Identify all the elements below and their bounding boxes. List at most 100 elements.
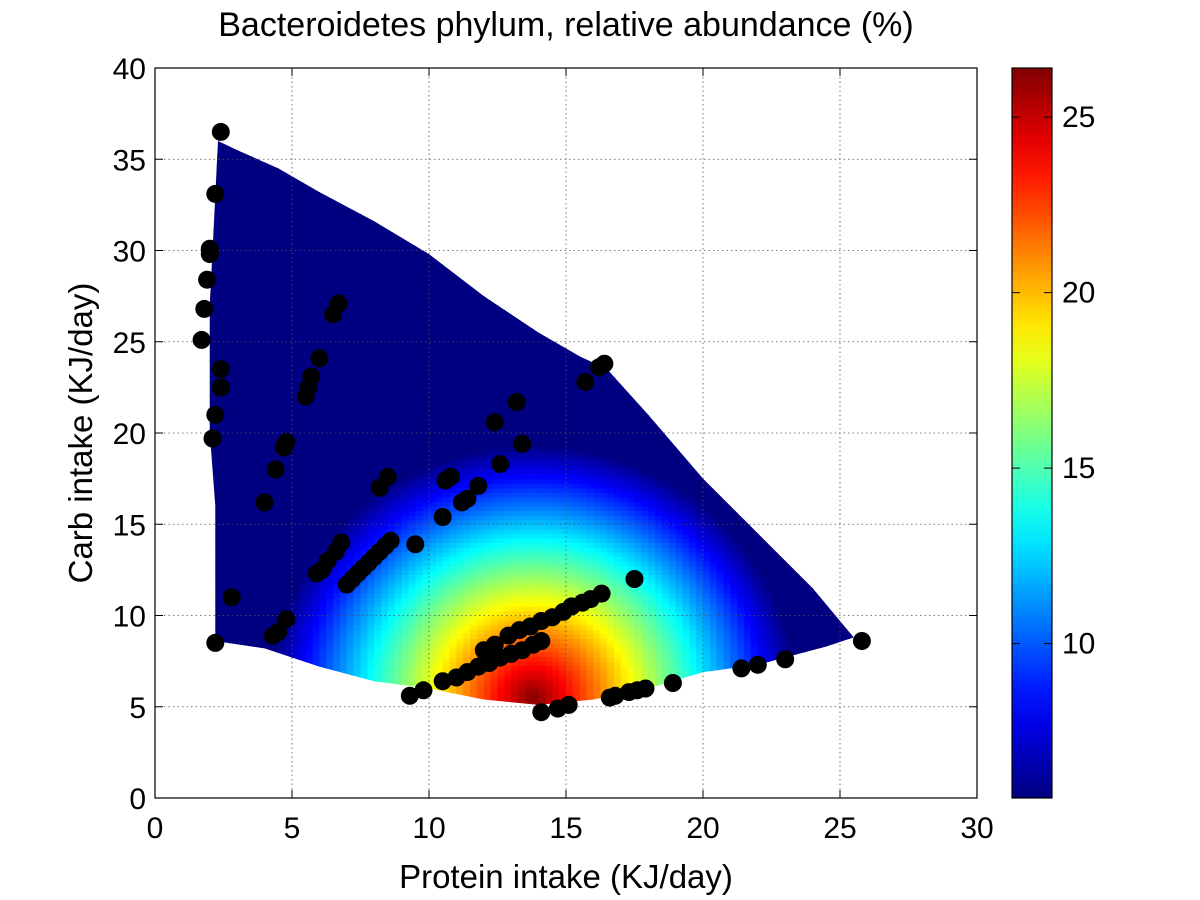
heatmap-cell	[285, 501, 293, 506]
heatmap-cell	[361, 433, 369, 438]
heatmap-cell	[292, 355, 300, 360]
heatmap-cell	[354, 657, 362, 662]
heatmap-cell	[237, 401, 245, 406]
heatmap-cell	[326, 497, 334, 502]
heatmap-cell	[299, 214, 306, 219]
heatmap-cell	[443, 346, 451, 351]
heatmap-cell	[409, 602, 416, 607]
heatmap-cell	[395, 269, 403, 274]
heatmap-cell	[395, 620, 403, 625]
heatmap-cell	[271, 241, 279, 246]
heatmap-cell	[265, 406, 272, 411]
heatmap-cell	[367, 602, 374, 607]
heatmap-cell	[367, 296, 374, 301]
heatmap-cell	[347, 223, 354, 228]
heatmap-cell	[278, 328, 285, 333]
heatmap-cell	[429, 506, 437, 511]
heatmap-cell	[326, 465, 334, 470]
heatmap-cell	[271, 205, 279, 210]
heatmap-cell	[224, 328, 231, 333]
heatmap-cell	[237, 470, 245, 475]
heatmap-cell	[224, 584, 231, 589]
heatmap-cell	[456, 538, 464, 543]
heatmap-cell	[319, 232, 327, 237]
heatmap-cell	[388, 588, 396, 593]
heatmap-cell	[292, 223, 300, 228]
heatmap-cell	[450, 319, 457, 324]
heatmap-cell	[217, 305, 224, 310]
heatmap-cell	[354, 305, 362, 310]
heatmap-cell	[278, 406, 285, 411]
heatmap-cell	[251, 387, 258, 392]
heatmap-cell	[306, 196, 314, 201]
heatmap-cell	[415, 292, 423, 297]
heatmap-cell	[217, 328, 224, 333]
heatmap-cell	[367, 241, 374, 246]
heatmap-cell	[230, 305, 237, 310]
heatmap-cell	[306, 593, 314, 598]
heatmap-cell	[361, 479, 369, 484]
heatmap-cell	[306, 497, 314, 502]
heatmap-cell	[456, 533, 464, 538]
heatmap-cell	[456, 638, 464, 643]
heatmap-cell	[230, 492, 237, 497]
heatmap-cell	[347, 433, 354, 438]
heatmap-cell	[326, 447, 334, 452]
heatmap-cell	[388, 433, 396, 438]
heatmap-cell	[244, 292, 251, 297]
heatmap-cell	[415, 574, 423, 579]
heatmap-cell	[402, 251, 410, 256]
heatmap-cell	[402, 319, 410, 324]
heatmap-cell	[299, 273, 306, 278]
heatmap-cell	[436, 401, 443, 406]
heatmap-cell	[313, 511, 320, 516]
heatmap-cell	[415, 460, 423, 465]
heatmap-cell	[244, 456, 251, 461]
heatmap-cell	[402, 410, 410, 415]
heatmap-cell	[285, 387, 293, 392]
heatmap-cell	[230, 196, 237, 201]
heatmap-cell	[319, 588, 327, 593]
heatmap-cell	[409, 497, 416, 502]
heatmap-cell	[381, 442, 388, 447]
heatmap-cell	[224, 506, 231, 511]
heatmap-cell	[340, 625, 347, 630]
heatmap-cell	[237, 584, 245, 589]
heatmap-cell	[443, 556, 451, 561]
heatmap-cell	[244, 460, 251, 465]
heatmap-cell	[381, 634, 388, 639]
heatmap-cell	[340, 328, 347, 333]
heatmap-cell	[299, 260, 306, 265]
heatmap-cell	[258, 561, 266, 566]
heatmap-cell	[443, 406, 451, 411]
heatmap-cell	[278, 588, 285, 593]
heatmap-cell	[278, 264, 285, 269]
heatmap-cell	[251, 552, 258, 557]
heatmap-cell	[251, 447, 258, 452]
heatmap-cell	[450, 374, 457, 379]
heatmap-cell	[395, 552, 403, 557]
heatmap-cell	[224, 182, 231, 187]
heatmap-cell	[409, 419, 416, 424]
heatmap-cell	[347, 237, 354, 242]
heatmap-cell	[388, 625, 396, 630]
heatmap-cell	[402, 365, 410, 370]
heatmap-cell	[361, 410, 369, 415]
heatmap-cell	[374, 296, 382, 301]
heatmap-cell	[306, 474, 314, 479]
heatmap-cell	[450, 292, 457, 297]
heatmap-cell	[361, 625, 369, 630]
heatmap-cell	[409, 515, 416, 520]
heatmap-cell	[402, 287, 410, 292]
heatmap-cell	[450, 419, 457, 424]
heatmap-cell	[265, 168, 272, 173]
heatmap-cell	[367, 634, 374, 639]
heatmap-cell	[374, 228, 382, 233]
heatmap-cell	[333, 629, 341, 634]
heatmap-cell	[367, 374, 374, 379]
heatmap-cell	[422, 433, 429, 438]
heatmap-cell	[251, 310, 258, 315]
heatmap-cell	[258, 474, 266, 479]
heatmap-cell	[230, 533, 237, 538]
heatmap-cell	[251, 282, 258, 287]
